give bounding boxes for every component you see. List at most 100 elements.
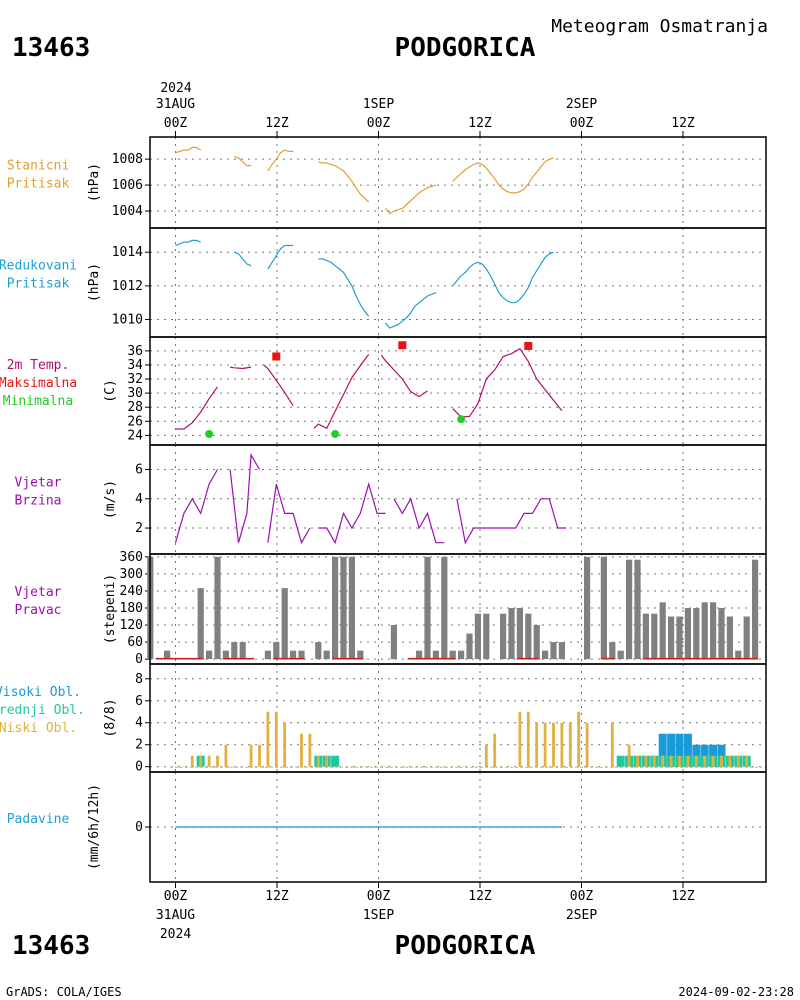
wind-direction-bar [441, 556, 448, 660]
y-tick-label: 36 [127, 344, 143, 359]
cloud-low-bar [694, 755, 698, 767]
cloud-low-bar [543, 722, 547, 767]
y-tick-label: 4 [135, 492, 143, 507]
cloud-low-bar [535, 722, 539, 767]
wind-direction-bar [668, 616, 675, 660]
panel-reduced-pressure: 1010 1012 1014 (hPa) Redukovani Pritisak [0, 227, 767, 338]
series-line [318, 481, 386, 545]
wind-direction-bar [659, 602, 666, 660]
cloud-low-bar [669, 755, 673, 767]
panel-title-line: Padavine [7, 812, 70, 827]
panel-title-line: Pritisak [7, 277, 70, 292]
wind-direction-bar [626, 559, 633, 660]
series-line [234, 251, 252, 267]
y-tick-label: 1008 [112, 152, 143, 167]
y-axis-label: (hPa) [87, 263, 102, 302]
wind-direction-bar [466, 633, 473, 660]
wind-direction-bar [164, 650, 171, 660]
series-line [452, 347, 563, 418]
cloud-low-bar [560, 722, 564, 767]
panel-title-line: 2m Temp. [7, 358, 70, 373]
wind-direction-bar [676, 616, 683, 660]
y-tick-label: 26 [127, 414, 143, 429]
wind-direction-bar [500, 613, 507, 660]
wind-direction-bar [752, 559, 759, 660]
maximum-marker [272, 352, 281, 361]
wind-direction-bar [416, 650, 423, 660]
panel-clouds: 0 2 4 6 8 (8/8) Visoki Obl. Srednji Obl. Niski O… [0, 663, 767, 775]
cloud-high-bar [683, 733, 692, 767]
cloud-low-bar [325, 755, 329, 767]
wind-direction-bar [273, 642, 280, 660]
wind-direction-bar [348, 556, 355, 660]
cloud-low-bar [636, 755, 639, 767]
y-axis-label: (hPa) [87, 163, 102, 202]
series-line [234, 156, 252, 167]
cloud-high-bar [675, 733, 684, 767]
y-tick-label: 2 [135, 521, 143, 536]
y-tick-label: 28 [127, 400, 143, 415]
meteogram-subtitle: Meteogram Osmatranja [551, 16, 768, 37]
y-tick-label: 0 [135, 820, 143, 835]
cloud-low-bar [686, 755, 690, 767]
y-tick-label: 360 [120, 550, 143, 565]
series-line [380, 354, 428, 398]
panel-frame [149, 136, 767, 229]
station-name-top: PODGORICA [395, 33, 536, 63]
cloud-low-bar [568, 722, 572, 767]
series-line [313, 354, 370, 430]
bottom-day-label: 2SEP [566, 908, 597, 923]
cloud-mid-bar [616, 755, 625, 767]
cloud-low-bar [316, 755, 320, 767]
station-id-bottom: 13463 [12, 931, 90, 961]
bottom-hour-label: 12Z [671, 889, 695, 904]
cloud-low-bar [493, 733, 497, 767]
wind-direction-bar [474, 613, 481, 660]
y-tick-label: 24 [127, 428, 143, 443]
wind-direction-bar [432, 650, 439, 660]
panel-title-line: Vjetar [15, 585, 62, 600]
wind-direction-bar [281, 588, 288, 660]
wind-direction-bar [315, 642, 322, 660]
cloud-low-bar [258, 744, 261, 767]
wind-direction-bar [449, 650, 456, 660]
panel-title-line: Minimalna [3, 394, 73, 409]
wind-direction-bar [264, 650, 271, 660]
panel-title-line: Redukovani [0, 259, 77, 274]
series-line [385, 184, 437, 215]
bottom-hour-label: 00Z [164, 889, 188, 904]
wind-direction-bar [516, 608, 523, 660]
cloud-low-bar [484, 744, 488, 767]
bottom-hour-label: 12Z [265, 889, 289, 904]
y-tick-label: 30 [127, 386, 143, 401]
cloud-low-bar [300, 733, 303, 767]
wind-direction-bar [651, 613, 658, 660]
bottom-hour-label: 12Z [468, 889, 492, 904]
panel-frame [149, 444, 767, 555]
cloud-low-bar [627, 744, 631, 767]
wind-direction-bar [710, 602, 717, 660]
y-tick-label: 32 [127, 372, 143, 387]
y-tick-label: 2 [135, 738, 143, 753]
wind-direction-bar [206, 650, 213, 660]
series-line [175, 386, 218, 430]
cloud-low-bar [703, 755, 707, 767]
panel-title-line: Brzina [15, 494, 62, 509]
panel-frame [149, 227, 767, 338]
bottom-year-label: 2024 [160, 927, 191, 942]
wind-direction-bar [298, 650, 305, 660]
wind-direction-bar [424, 556, 431, 660]
series-line [318, 161, 370, 203]
cloud-low-bar [274, 711, 278, 767]
wind-direction-bar [609, 642, 616, 660]
station-id-top: 13463 [12, 33, 90, 63]
series-line [175, 239, 201, 247]
y-tick-label: 6 [135, 694, 143, 709]
y-tick-label: 300 [120, 567, 143, 582]
cloud-low-bar [728, 755, 732, 767]
series-line [263, 364, 294, 407]
wind-direction-bar [684, 608, 691, 660]
cloud-low-bar [661, 755, 665, 767]
maximum-marker [398, 341, 407, 350]
cloud-low-bar [224, 744, 228, 767]
